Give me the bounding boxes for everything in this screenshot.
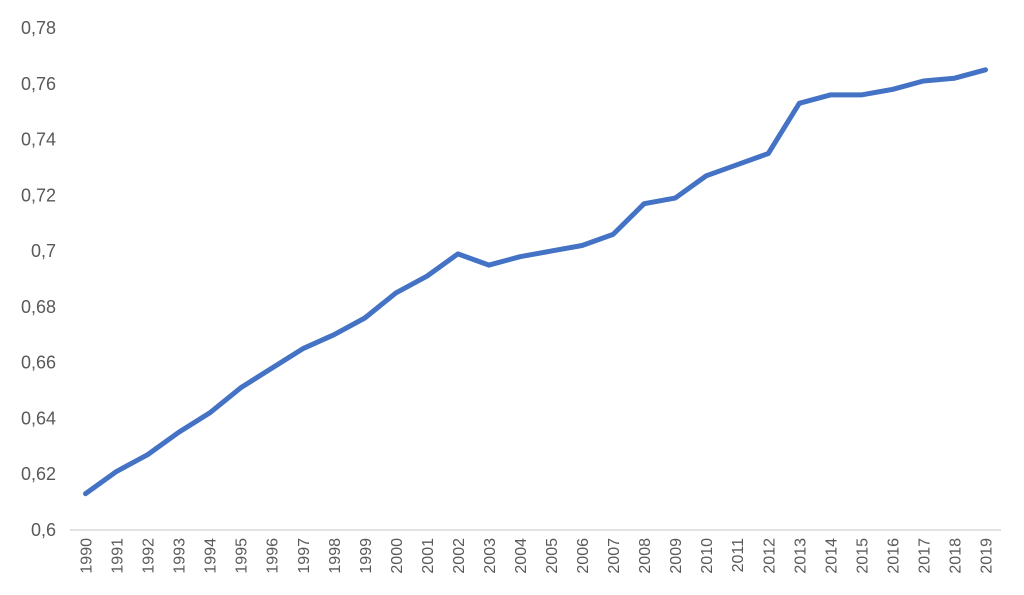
x-tick-label: 2017 bbox=[916, 538, 933, 574]
x-tick-label: 2015 bbox=[854, 538, 871, 574]
series-group bbox=[83, 67, 988, 497]
x-tick-label: 1992 bbox=[141, 538, 158, 574]
y-tick-label: 0,68 bbox=[21, 297, 56, 317]
x-tick-label: 2007 bbox=[606, 538, 623, 574]
x-tick-label: 1997 bbox=[296, 538, 313, 574]
y-tick-label: 0,72 bbox=[21, 185, 56, 205]
y-tick-label: 0,7 bbox=[31, 241, 56, 261]
series-line bbox=[83, 67, 988, 497]
x-tick-label: 1998 bbox=[327, 538, 344, 574]
x-tick-label: 2009 bbox=[668, 538, 685, 574]
x-tick-label: 2014 bbox=[823, 538, 840, 574]
x-tick-label: 1999 bbox=[358, 538, 375, 574]
x-axis: 1990 1991 1992 1993 1994 1995 1996 1997 1998 1999… bbox=[79, 538, 996, 574]
x-tick-label: 2003 bbox=[482, 538, 499, 574]
x-tick-label: 2018 bbox=[947, 538, 964, 574]
y-axis: 0,6 0,62 0,64 0,66 0,68 0,7 0,72 0,74 0,76 0,78 bbox=[21, 18, 56, 540]
y-tick-label: 0,6 bbox=[31, 520, 56, 540]
y-tick-label: 0,76 bbox=[21, 74, 56, 94]
x-tick-label: 2016 bbox=[885, 538, 902, 574]
x-tick-label: 2013 bbox=[792, 538, 809, 574]
x-tick-label: 2004 bbox=[513, 538, 530, 574]
x-tick-label: 2001 bbox=[420, 538, 437, 574]
y-tick-label: 0,64 bbox=[21, 408, 56, 428]
x-tick-label: 2002 bbox=[451, 538, 468, 574]
x-tick-label: 1990 bbox=[79, 538, 96, 574]
y-tick-label: 0,66 bbox=[21, 353, 56, 373]
x-tick-label: 2008 bbox=[637, 538, 654, 574]
y-tick-label: 0,74 bbox=[21, 130, 56, 150]
y-tick-label: 0,78 bbox=[21, 18, 56, 38]
x-tick-label: 2005 bbox=[544, 538, 561, 574]
x-tick-label: 1995 bbox=[234, 538, 251, 574]
x-tick-label: 2006 bbox=[575, 538, 592, 574]
y-tick-label: 0,62 bbox=[21, 464, 56, 484]
x-tick-label: 1996 bbox=[265, 538, 282, 574]
x-tick-label: 2010 bbox=[699, 538, 716, 574]
x-tick-label: 1994 bbox=[203, 538, 220, 574]
x-tick-label: 1991 bbox=[110, 538, 127, 574]
x-tick-label: 2019 bbox=[978, 538, 995, 574]
x-tick-label: 2011 bbox=[730, 538, 747, 573]
x-tick-label: 2012 bbox=[761, 538, 778, 574]
x-tick-label: 1993 bbox=[172, 538, 189, 574]
x-tick-label: 2000 bbox=[389, 538, 406, 574]
